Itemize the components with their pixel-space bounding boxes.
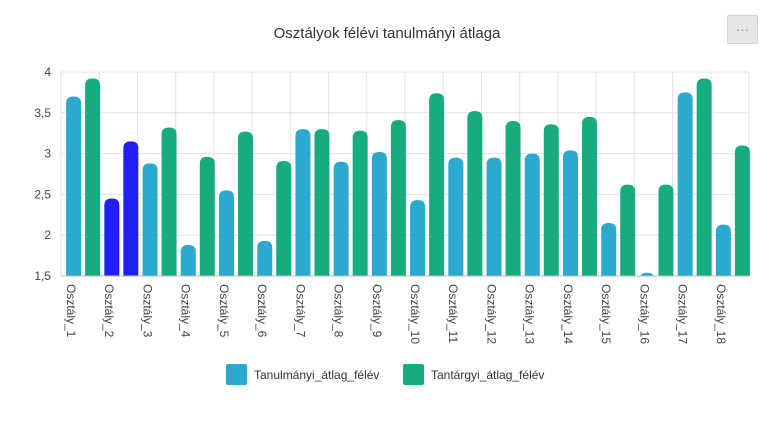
x-tick-label: Osztály_18 bbox=[714, 284, 728, 344]
bar-tantargyi[interactable] bbox=[199, 156, 215, 276]
legend-swatch[interactable] bbox=[403, 364, 424, 385]
bar-tanulmanyi[interactable] bbox=[448, 157, 464, 276]
y-tick-label: 3,5 bbox=[34, 106, 51, 120]
bar-tantargyi[interactable] bbox=[161, 127, 177, 276]
bar-tanulmanyi[interactable] bbox=[715, 224, 731, 276]
bar-tantargyi[interactable] bbox=[543, 124, 559, 276]
x-tick-label: Osztály_3 bbox=[140, 284, 154, 338]
bar-tanulmanyi[interactable] bbox=[142, 163, 158, 276]
legend-label[interactable]: Tantárgyi_átlag_félév bbox=[431, 368, 544, 382]
x-tick-label: Osztály_10 bbox=[408, 284, 422, 344]
bar-tantargyi[interactable] bbox=[620, 184, 636, 276]
bar-tanulmanyi[interactable] bbox=[677, 92, 693, 277]
bar-tantargyi[interactable] bbox=[734, 145, 750, 276]
bar-tanulmanyi[interactable] bbox=[601, 222, 617, 276]
x-tick-label: Osztály_15 bbox=[599, 284, 613, 344]
x-tick-label: Osztály_14 bbox=[561, 284, 575, 344]
x-tick-label: Osztály_6 bbox=[255, 284, 269, 338]
bar-tantargyi[interactable] bbox=[429, 93, 445, 276]
bar-tanulmanyi[interactable] bbox=[66, 96, 82, 276]
x-tick-label: Osztály_1 bbox=[64, 284, 78, 338]
bar-tantargyi[interactable] bbox=[390, 120, 406, 276]
y-tick-label: 2 bbox=[44, 228, 51, 242]
bar-tanulmanyi[interactable] bbox=[333, 161, 349, 276]
bar-tanulmanyi[interactable] bbox=[486, 157, 502, 276]
x-axis: Osztály_1 Osztály_2 Osztály_3 Osztály_4 Oszt… bbox=[61, 275, 749, 344]
bar-tantargyi[interactable] bbox=[696, 78, 712, 276]
bar-tantargyi[interactable] bbox=[276, 160, 292, 276]
bar-tanulmanyi[interactable] bbox=[219, 190, 234, 276]
x-tick-label: Osztály_16 bbox=[637, 284, 651, 344]
x-tick-label: Osztály_13 bbox=[523, 284, 537, 344]
bar-tantargyi[interactable] bbox=[123, 141, 139, 276]
bar-tantargyi[interactable] bbox=[505, 120, 521, 277]
x-tick-label: Osztály_12 bbox=[484, 284, 498, 344]
y-tick-label: 3 bbox=[44, 147, 51, 161]
y-tick-label: 1,5 bbox=[34, 269, 51, 283]
bar-tantargyi[interactable] bbox=[582, 116, 597, 276]
x-tick-label: Osztály_11 bbox=[446, 284, 460, 343]
chart-title: Osztályok félévi tanulmányi átlaga bbox=[274, 25, 501, 42]
bar-tanulmanyi[interactable] bbox=[524, 153, 540, 276]
bar-tanulmanyi[interactable] bbox=[104, 198, 120, 276]
x-tick-label: Osztály_9 bbox=[370, 284, 384, 338]
bar-tantargyi[interactable] bbox=[658, 184, 674, 276]
bar-tantargyi[interactable] bbox=[85, 78, 101, 276]
y-tick-label: 2,5 bbox=[34, 187, 51, 201]
legend-label[interactable]: Tanulmányi_átlag_félév bbox=[254, 368, 379, 382]
bar-tanulmanyi[interactable] bbox=[639, 272, 655, 280]
bar-tanulmanyi[interactable] bbox=[563, 150, 578, 276]
chart-menu-button[interactable]: ··· bbox=[727, 15, 758, 44]
x-tick-label: Osztály_2 bbox=[102, 284, 116, 338]
bar-tantargyi[interactable] bbox=[238, 131, 253, 276]
legend[interactable]: Tanulmányi_átlag_félév Tantárgyi_átlag_fé… bbox=[226, 364, 544, 385]
x-tick-label: Osztály_4 bbox=[179, 284, 193, 338]
y-tick-label: 4 bbox=[44, 65, 51, 79]
legend-swatch[interactable] bbox=[226, 364, 247, 385]
x-tick-label: Osztály_7 bbox=[293, 284, 307, 338]
bars bbox=[66, 78, 750, 280]
y-axis: 1,5 2 2,5 3 3,5 4 bbox=[34, 65, 51, 283]
x-tick-label: Osztály_5 bbox=[217, 284, 231, 338]
bar-tantargyi[interactable] bbox=[314, 129, 330, 276]
bar-tanulmanyi[interactable] bbox=[371, 151, 387, 276]
bar-tanulmanyi[interactable] bbox=[410, 200, 426, 276]
bar-tanulmanyi[interactable] bbox=[257, 240, 273, 276]
bar-tantargyi[interactable] bbox=[467, 111, 483, 276]
bar-tanulmanyi[interactable] bbox=[180, 244, 196, 276]
bar-tanulmanyi[interactable] bbox=[295, 129, 311, 276]
x-tick-label: Osztály_17 bbox=[676, 284, 690, 344]
bar-tantargyi[interactable] bbox=[352, 130, 368, 276]
x-tick-label: Osztály_8 bbox=[332, 284, 346, 338]
